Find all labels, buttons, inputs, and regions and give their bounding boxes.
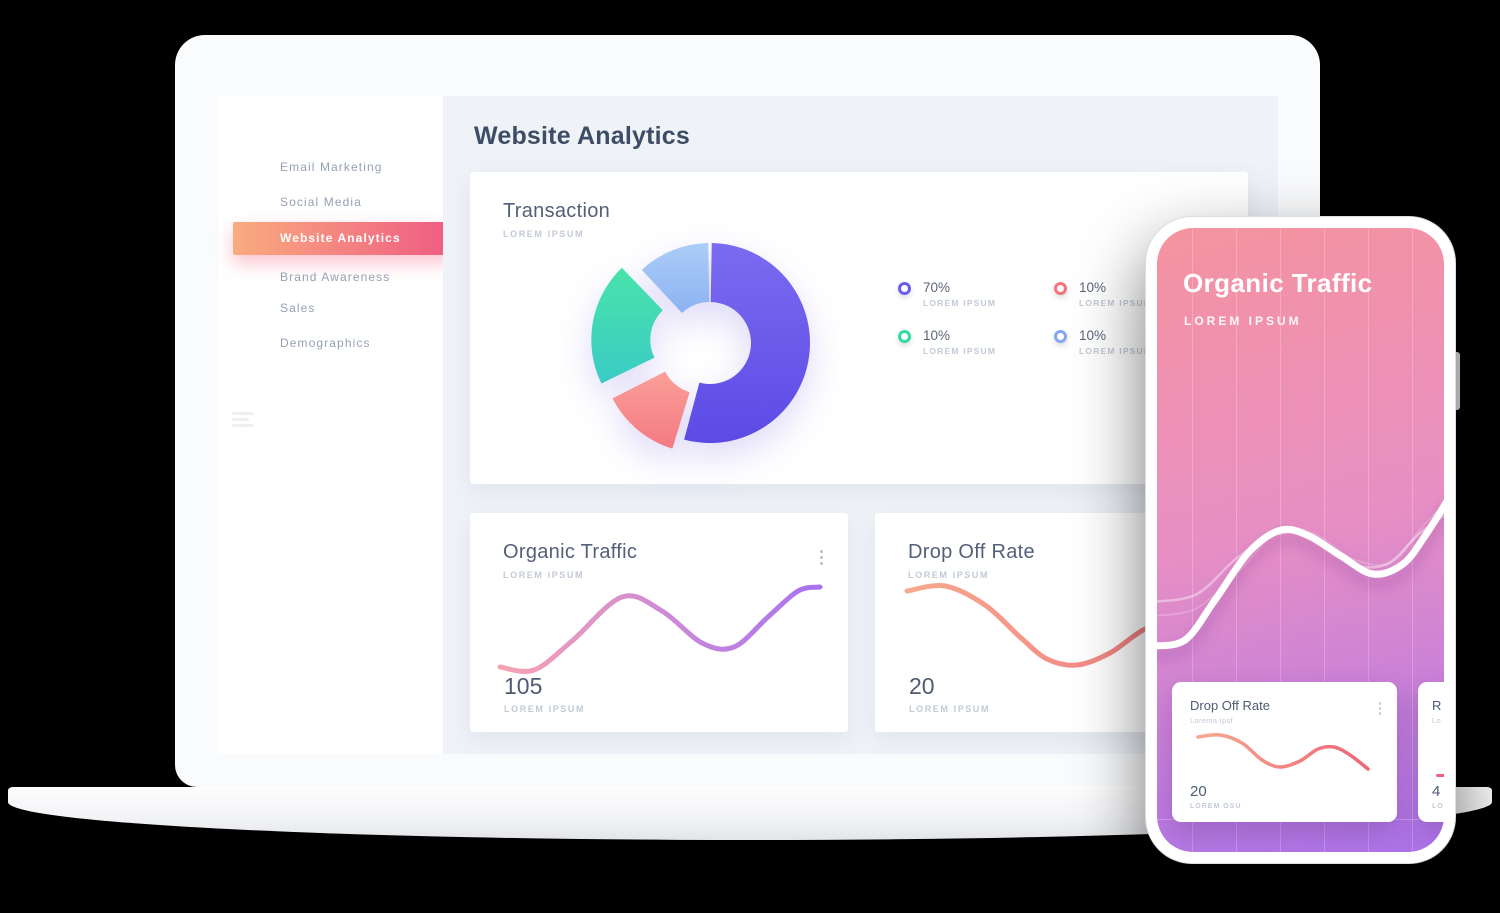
phone-dropoff-value-caption: LOREM OSU (1190, 803, 1242, 810)
phone-partial-value: 4 (1432, 783, 1441, 800)
sidebar: Email Marketing Social Media Website Analy… (218, 96, 452, 754)
legend-value: 10% (1079, 280, 1107, 295)
card-title: Drop Off Rate (1190, 698, 1270, 713)
sidebar-item-email-marketing[interactable]: Email Marketing (280, 160, 383, 174)
transaction-card-header: Transaction LOREM IPSUM (503, 200, 610, 239)
card-subtitle: Lorema Ipsf (1190, 716, 1233, 725)
sidebar-item-demographics[interactable]: Demographics (280, 336, 371, 350)
donut-segment-0 (684, 243, 811, 443)
transaction-card: Transaction LOREM IPSUM 70% LOREM IPSUM 10… (470, 172, 1248, 484)
card-title: R (1432, 698, 1442, 713)
phone-mockup: Organic Traffic LOREM IPSUM Drop Off Rat… (1146, 217, 1455, 863)
dropoff-value-block: 20 LOREM IPSUM (909, 673, 990, 714)
phone-dropoff-value-block: 20 LOREM OSU (1190, 783, 1241, 810)
sidebar-item-social-media[interactable]: Social Media (280, 195, 362, 209)
sidebar-item-sales[interactable]: Sales (280, 301, 316, 315)
legend-label: LOREM IPSUM (1079, 298, 1153, 308)
legend-ring-icon (898, 330, 911, 343)
phone-drop-off-card: Drop Off Rate Lorema Ipsf 20 LOREM OSU (1172, 682, 1397, 822)
kebab-menu-icon[interactable] (1377, 700, 1384, 717)
legend-value: 10% (923, 328, 951, 343)
legend-item-2: 10% LOREM IPSUM (898, 328, 1054, 356)
card-subtitle: Lo (1432, 716, 1441, 725)
legend-ring-icon (1054, 330, 1067, 343)
card-subtitle: LOREM IPSUM (908, 570, 990, 580)
legend-ring-icon (898, 282, 911, 295)
phone-partial-value-block: 4 LO (1432, 783, 1444, 810)
phone-partial-card: R Lo 4 LO (1418, 682, 1444, 822)
dropoff-value: 20 (909, 673, 935, 699)
organic-value-block: 105 LOREM IPSUM (504, 673, 585, 714)
page-title: Website Analytics (474, 122, 690, 150)
donut-segment-3 (641, 243, 710, 314)
legend-label: LOREM IPSUM (923, 298, 997, 308)
dropoff-card-header: Drop Off Rate LOREM IPSUM (908, 541, 1035, 580)
sidebar-item-brand-awareness[interactable]: Brand Awareness (280, 270, 391, 284)
card-subtitle: LOREM IPSUM (503, 570, 585, 580)
kebab-menu-icon[interactable] (817, 547, 826, 568)
organic-value-caption: LOREM IPSUM (504, 704, 586, 714)
dropoff-value-caption: LOREM IPSUM (909, 704, 991, 714)
phone-wave-chart (1157, 499, 1444, 650)
legend-item-3: 10% LOREM IPSUM (1054, 328, 1210, 356)
legend-value: 70% (923, 280, 951, 295)
card-title: Drop Off Rate (908, 541, 1035, 563)
legend-value: 10% (1079, 328, 1107, 343)
legend-item-0: 70% LOREM IPSUM (898, 280, 1054, 308)
phone-screen: Organic Traffic LOREM IPSUM Drop Off Rat… (1157, 228, 1444, 852)
card-subtitle: LOREM IPSUM (503, 229, 585, 239)
organic-traffic-card: Organic Traffic LOREM IPSUM 105 LOREM IP… (470, 513, 848, 732)
phone-page-title: Organic Traffic (1183, 268, 1373, 298)
phone-partial-value-caption: LO (1432, 803, 1444, 810)
sidebar-item-website-analytics[interactable]: Website Analytics (233, 222, 452, 255)
donut-segment-1 (612, 371, 690, 449)
organic-traffic-line-chart (497, 584, 823, 674)
hamburger-menu-icon[interactable] (232, 412, 254, 427)
partial-chart-accent (1436, 774, 1444, 777)
donut-legend: 70% LOREM IPSUM 10% LOREM IPSUM 10% LOREM IPS… (898, 280, 1210, 356)
transaction-donut-chart (591, 243, 811, 449)
donut-segment-2 (591, 267, 663, 384)
legend-label: LOREM IPSUM (1079, 346, 1153, 356)
legend-item-1: 10% LOREM IPSUM (1054, 280, 1210, 308)
dashboard-main: Website Analytics Transaction LOREM IPSU… (443, 96, 1278, 754)
laptop-screen: Email Marketing Social Media Website Analy… (175, 35, 1320, 787)
phone-dropoff-value: 20 (1190, 783, 1207, 800)
card-title: Transaction (503, 200, 611, 222)
organic-value: 105 (504, 673, 543, 699)
organic-card-header: Organic Traffic LOREM IPSUM (503, 541, 637, 580)
legend-label: LOREM IPSUM (923, 346, 997, 356)
phone-drop-off-line-chart (1196, 733, 1370, 771)
phone-page-subtitle: LOREM IPSUM (1184, 314, 1302, 328)
legend-ring-icon (1054, 282, 1067, 295)
card-title: Organic Traffic (503, 541, 638, 563)
